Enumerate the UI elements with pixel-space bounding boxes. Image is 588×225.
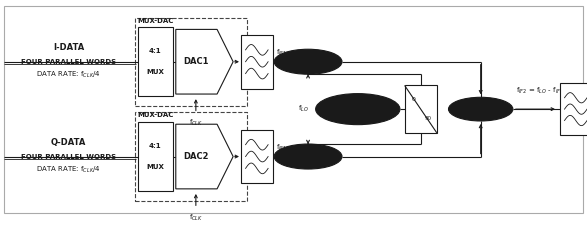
Bar — [240, 35, 273, 89]
Bar — [135, 112, 247, 201]
Bar — [135, 18, 247, 106]
Circle shape — [274, 49, 342, 74]
Bar — [138, 122, 173, 191]
Text: f$_{IF1}$: f$_{IF1}$ — [276, 143, 288, 153]
Text: f$_{LO}$: f$_{LO}$ — [298, 104, 309, 114]
Text: f$_{CLK}$: f$_{CLK}$ — [189, 213, 203, 223]
Bar — [560, 83, 588, 135]
Text: 90: 90 — [425, 116, 432, 121]
Text: DAC1: DAC1 — [183, 57, 209, 66]
Text: MUX-DAC: MUX-DAC — [138, 18, 174, 24]
Circle shape — [449, 97, 513, 121]
Text: FOUR PARALLEL WORDS: FOUR PARALLEL WORDS — [21, 59, 116, 65]
Text: f$_{IF1}$: f$_{IF1}$ — [276, 48, 288, 58]
Text: DAC2: DAC2 — [183, 152, 209, 161]
Text: MUX: MUX — [146, 164, 164, 170]
Text: 4:1: 4:1 — [149, 143, 162, 149]
Bar — [240, 130, 273, 183]
Text: 4:1: 4:1 — [149, 48, 162, 54]
Circle shape — [274, 144, 342, 169]
Circle shape — [316, 94, 400, 125]
Polygon shape — [176, 29, 233, 94]
Bar — [138, 27, 173, 96]
Text: 0: 0 — [412, 97, 415, 102]
Text: FOUR PARALLEL WORDS: FOUR PARALLEL WORDS — [21, 153, 116, 160]
Text: DATA RATE: f$_{CLK}$/4: DATA RATE: f$_{CLK}$/4 — [36, 165, 101, 175]
Text: I-DATA: I-DATA — [53, 43, 84, 52]
Text: MUX: MUX — [146, 69, 164, 75]
Polygon shape — [176, 124, 233, 189]
Text: Q-DATA: Q-DATA — [51, 138, 86, 147]
Text: DATA RATE: f$_{CLK}$/4: DATA RATE: f$_{CLK}$/4 — [36, 70, 101, 80]
Text: f$_{CLK}$: f$_{CLK}$ — [189, 118, 203, 128]
Text: MUX-DAC: MUX-DAC — [138, 112, 174, 118]
Bar — [405, 86, 437, 133]
Text: f$_{IF2}$ = f$_{LO}$ - f$_{IF1}$: f$_{IF2}$ = f$_{LO}$ - f$_{IF1}$ — [516, 86, 564, 96]
